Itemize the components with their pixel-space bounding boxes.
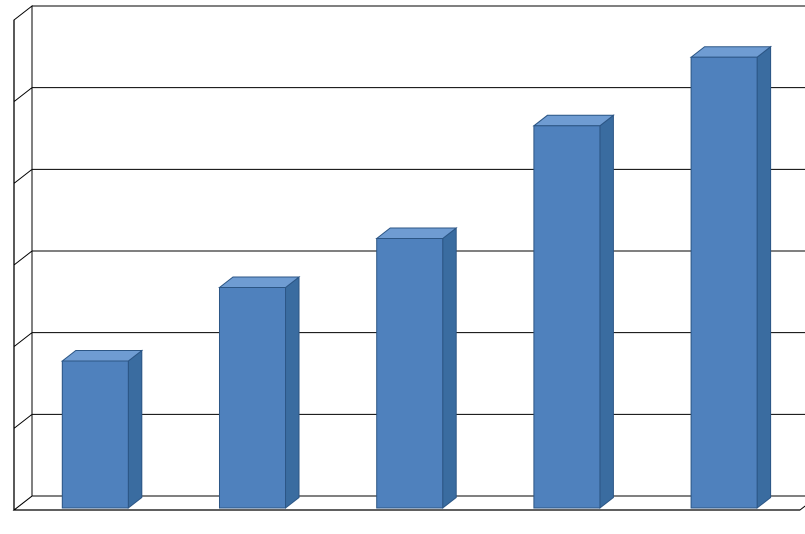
bar-side (128, 351, 142, 509)
bar-front (219, 288, 285, 509)
bar-side (757, 47, 771, 508)
bar-chart-3d (0, 0, 805, 534)
bar (377, 228, 457, 508)
bar (219, 277, 299, 508)
bar-side (286, 277, 300, 508)
bar-top (691, 47, 771, 58)
bar-side (443, 228, 457, 508)
bar (534, 115, 614, 508)
bar-top (62, 351, 142, 362)
bar-side (600, 115, 614, 508)
bar-front (377, 239, 443, 509)
bar-top (219, 277, 299, 288)
bar-front (62, 361, 128, 508)
bar (691, 47, 771, 508)
bar-top (377, 228, 457, 239)
bar (62, 351, 142, 509)
bar-front (534, 126, 600, 508)
bar-front (691, 57, 757, 508)
bar-top (534, 115, 614, 126)
